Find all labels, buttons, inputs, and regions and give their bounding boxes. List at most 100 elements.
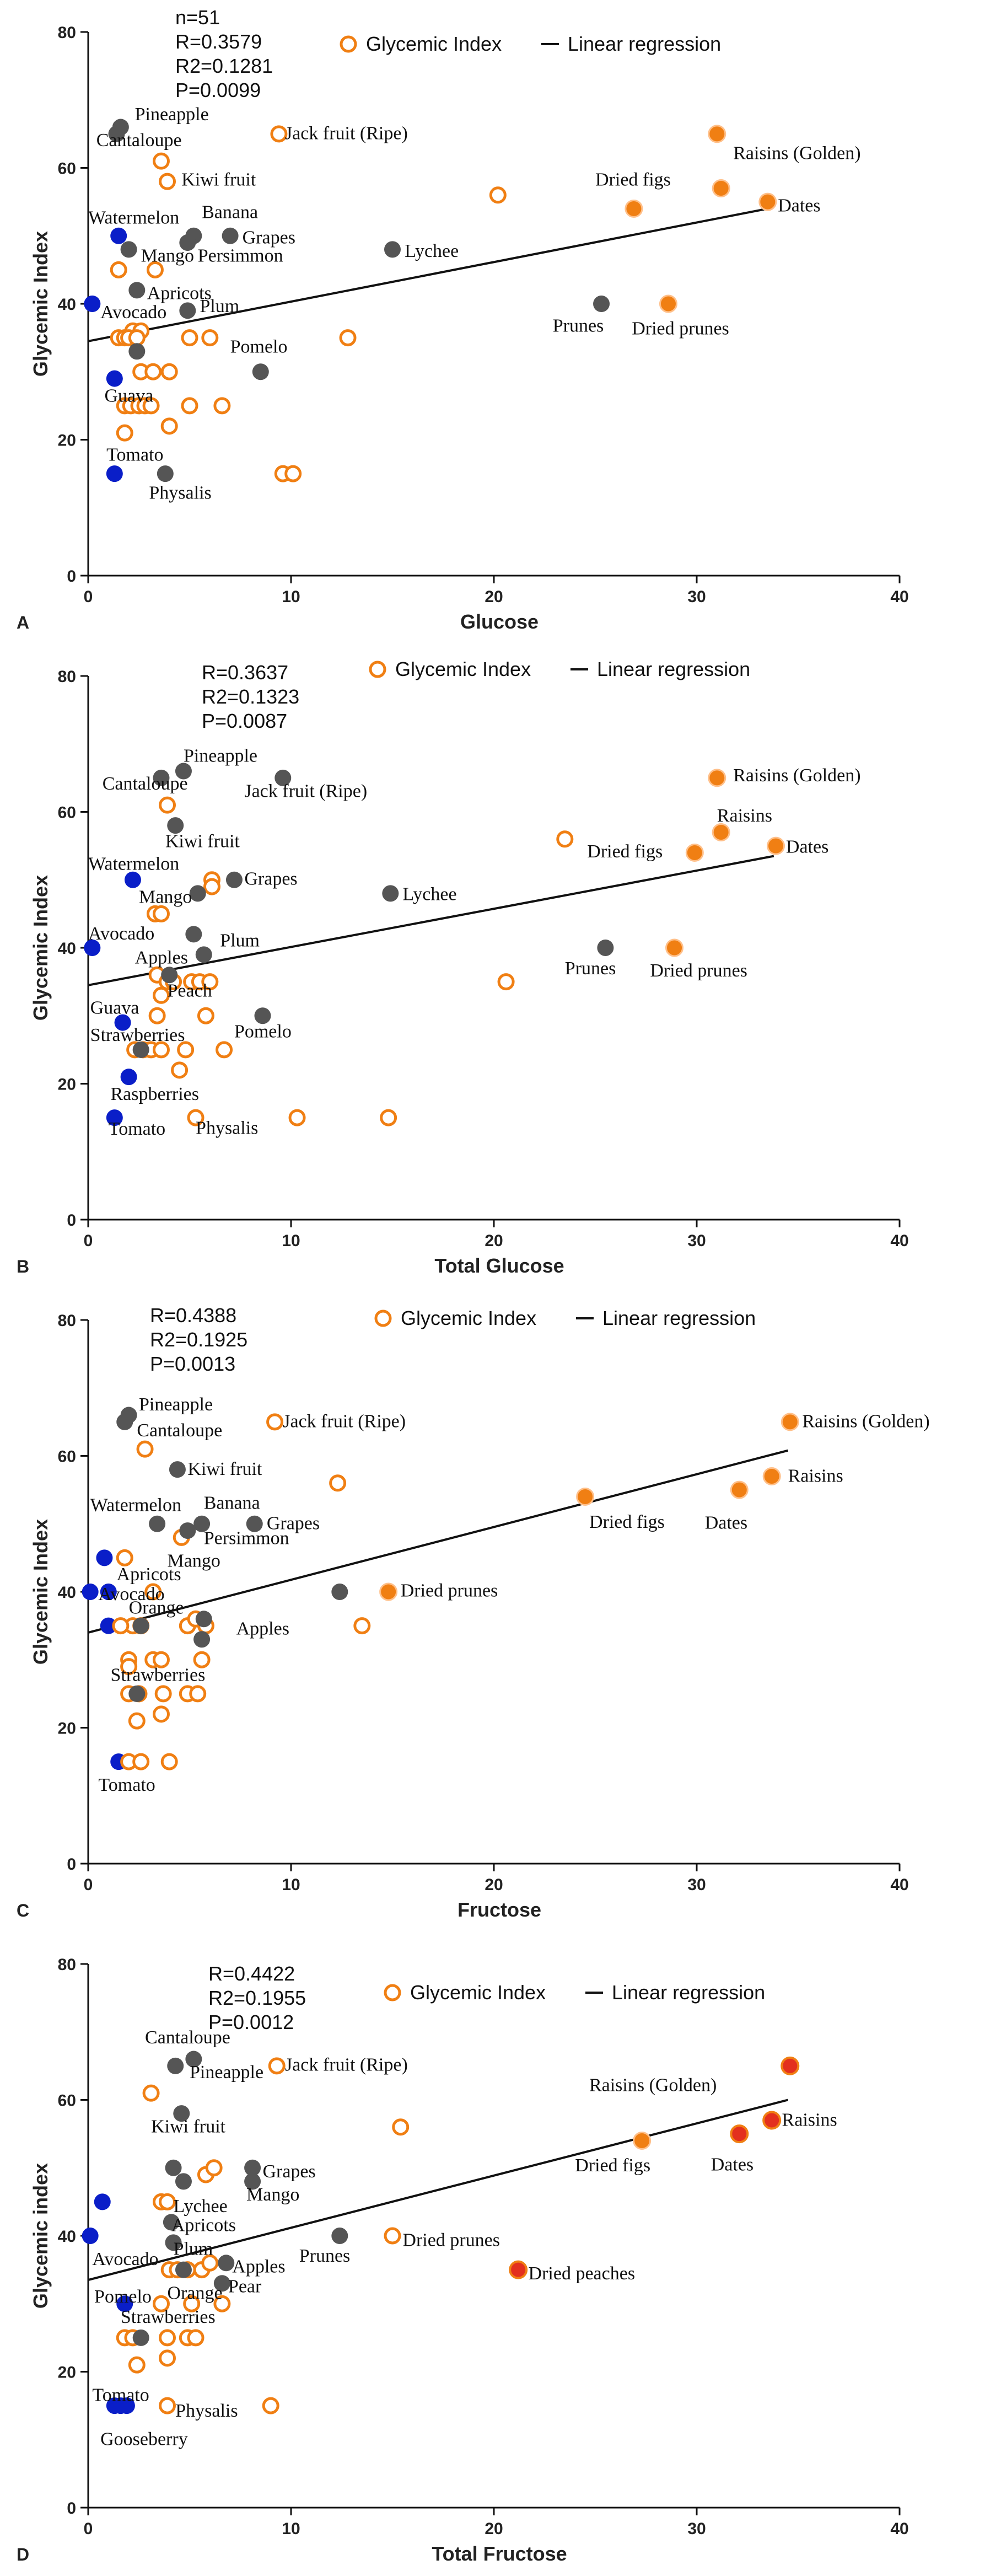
data-point [82,1584,99,1600]
point-annotation: Avocado [92,2249,158,2269]
x-tick-label: 30 [687,1876,706,1894]
data-point [179,234,196,251]
data-point [274,769,292,786]
data-point [173,2105,190,2122]
y-tick-label: 60 [58,1448,76,1466]
data-point [159,173,176,190]
legend-marker [384,1984,401,2001]
data-point [120,1069,137,1086]
point-annotation: Mango [168,1550,220,1571]
data-point [96,1549,113,1566]
data-point [160,363,178,380]
y-tick-label: 80 [58,1312,76,1330]
data-point [116,1413,133,1430]
data-point [157,465,174,482]
data-point [216,1041,233,1059]
data-point [175,2261,192,2278]
y-tick-label: 40 [58,2228,76,2246]
point-annotation: Pomelo [94,2287,152,2307]
data-point [144,363,162,380]
legend-label: Glycemic Index [366,33,502,55]
data-point [159,2397,176,2414]
point-annotation: Guava [90,998,139,1018]
chart-panel-c: 0 10 20 30 40 0 20 40 60 80 Fructose Glycemic Index… [17,1304,930,1921]
y-tick-label: 80 [58,668,76,686]
stat-line: R2=0.1281 [175,55,273,77]
data-point [175,763,192,780]
data-point [152,1705,170,1723]
data-point [100,1584,117,1600]
point-annotation: Physalis [196,1118,258,1139]
data-point [379,1582,398,1601]
point-annotation: Dried figs [575,2155,650,2176]
point-annotation: Avocado [98,1584,164,1604]
x-axis-title: Total Glucose [434,1254,564,1277]
data-point [84,940,101,956]
y-axis-title: Glycemic index [29,2163,52,2309]
point-annotation: Grapes [243,227,295,248]
data-point [244,2159,261,2176]
point-annotation: Banana [204,1493,260,1514]
y-tick-label: 80 [58,1956,76,1974]
y-tick-label: 0 [67,1211,76,1230]
stat-line: P=0.0099 [175,79,261,101]
legend-marker [369,661,386,678]
y-tick-label: 0 [67,1855,76,1874]
panel-letter: B [17,1257,29,1276]
y-tick-label: 20 [58,2364,76,2382]
legend-label: Glycemic Index [401,1307,536,1329]
data-point [118,2397,135,2414]
y-tick-label: 40 [58,1584,76,1602]
data-point [193,1631,211,1648]
data-point [100,1617,117,1634]
data-point [708,125,726,143]
data-point [213,2275,230,2292]
data-point [114,1014,131,1031]
point-annotation: Tomato [92,2385,149,2405]
point-annotation: Dates [778,195,820,216]
point-annotation: Pomelo [230,337,288,357]
point-annotation: Kiwi fruit [181,170,256,190]
y-tick-label: 40 [58,940,76,958]
data-point [82,2228,99,2244]
data-point [225,871,243,888]
data-point [762,1467,781,1485]
data-point [116,1549,133,1566]
point-annotation: Raisins (Golden) [802,1412,929,1432]
point-annotation: Pineapple [135,104,209,125]
data-point [193,1515,211,1532]
data-point [509,2260,528,2279]
point-annotation: Cantaloupe [145,2027,230,2048]
data-point [132,2329,149,2346]
data-point [193,1651,211,1668]
y-tick-label: 60 [58,2092,76,2110]
point-annotation: Peach [168,981,212,1001]
data-point [712,823,730,841]
data-point [625,199,643,218]
legend-marker [340,35,357,53]
data-point [181,329,198,347]
data-point [270,125,288,143]
data-point [152,986,170,1004]
data-point [195,946,212,963]
data-point [169,1461,186,1478]
point-annotation: Raisins (Golden) [589,2075,717,2095]
x-tick-label: 20 [485,2520,503,2538]
stat-line: R=0.3637 [202,661,288,684]
data-point [284,465,302,482]
point-annotation: Raisins (Golden) [733,765,860,786]
point-annotation: Prunes [553,316,604,336]
data-point [165,2234,182,2251]
point-annotation: Apricots [117,1564,181,1585]
point-annotation: Tomato [98,1775,155,1795]
point-annotation: Strawberries [110,1665,205,1685]
y-tick-label: 20 [58,432,76,450]
data-point [331,2228,348,2244]
y-tick-label: 60 [58,804,76,822]
data-point [132,1617,149,1634]
data-point [197,1007,214,1024]
data-point [665,938,684,957]
data-point [106,465,123,482]
data-point [222,227,239,244]
data-point [152,905,170,922]
